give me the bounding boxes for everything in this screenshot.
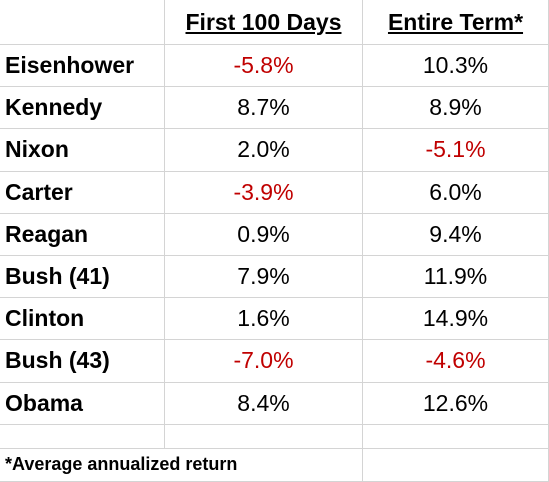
value-cell: 7.9% — [165, 256, 363, 299]
value-cell: 10.3% — [363, 45, 549, 88]
value-cell: 2.0% — [165, 129, 363, 172]
value-cell: 11.9% — [363, 256, 549, 299]
row-label: Reagan — [0, 213, 165, 256]
value-cell: 14.9% — [363, 298, 549, 341]
row-label: Clinton — [0, 298, 165, 341]
row-label: Obama — [0, 382, 165, 425]
column-header: Entire Term* — [363, 0, 549, 45]
empty-cell — [363, 424, 549, 449]
value-cell: 9.4% — [363, 213, 549, 256]
value-cell: 12.6% — [363, 382, 549, 425]
value-cell: 8.4% — [165, 382, 363, 425]
footnote: *Average annualized return — [0, 448, 363, 482]
column-header: First 100 Days — [165, 0, 363, 45]
value-cell: 0.9% — [165, 213, 363, 256]
value-cell: -5.8% — [165, 45, 363, 88]
value-cell: -4.6% — [363, 340, 549, 383]
empty-cell — [0, 424, 165, 449]
row-label: Eisenhower — [0, 45, 165, 88]
empty-cell — [165, 424, 363, 449]
corner-cell — [0, 0, 165, 45]
empty-cell — [363, 448, 549, 482]
row-label: Bush (41) — [0, 256, 165, 299]
value-cell: 8.9% — [363, 87, 549, 130]
value-cell: -7.0% — [165, 340, 363, 383]
value-cell: -3.9% — [165, 171, 363, 214]
value-cell: -5.1% — [363, 129, 549, 172]
row-label: Nixon — [0, 129, 165, 172]
row-label: Carter — [0, 171, 165, 214]
value-cell: 6.0% — [363, 171, 549, 214]
value-cell: 1.6% — [165, 298, 363, 341]
row-label: Kennedy — [0, 87, 165, 130]
row-label: Bush (43) — [0, 340, 165, 383]
value-cell: 8.7% — [165, 87, 363, 130]
